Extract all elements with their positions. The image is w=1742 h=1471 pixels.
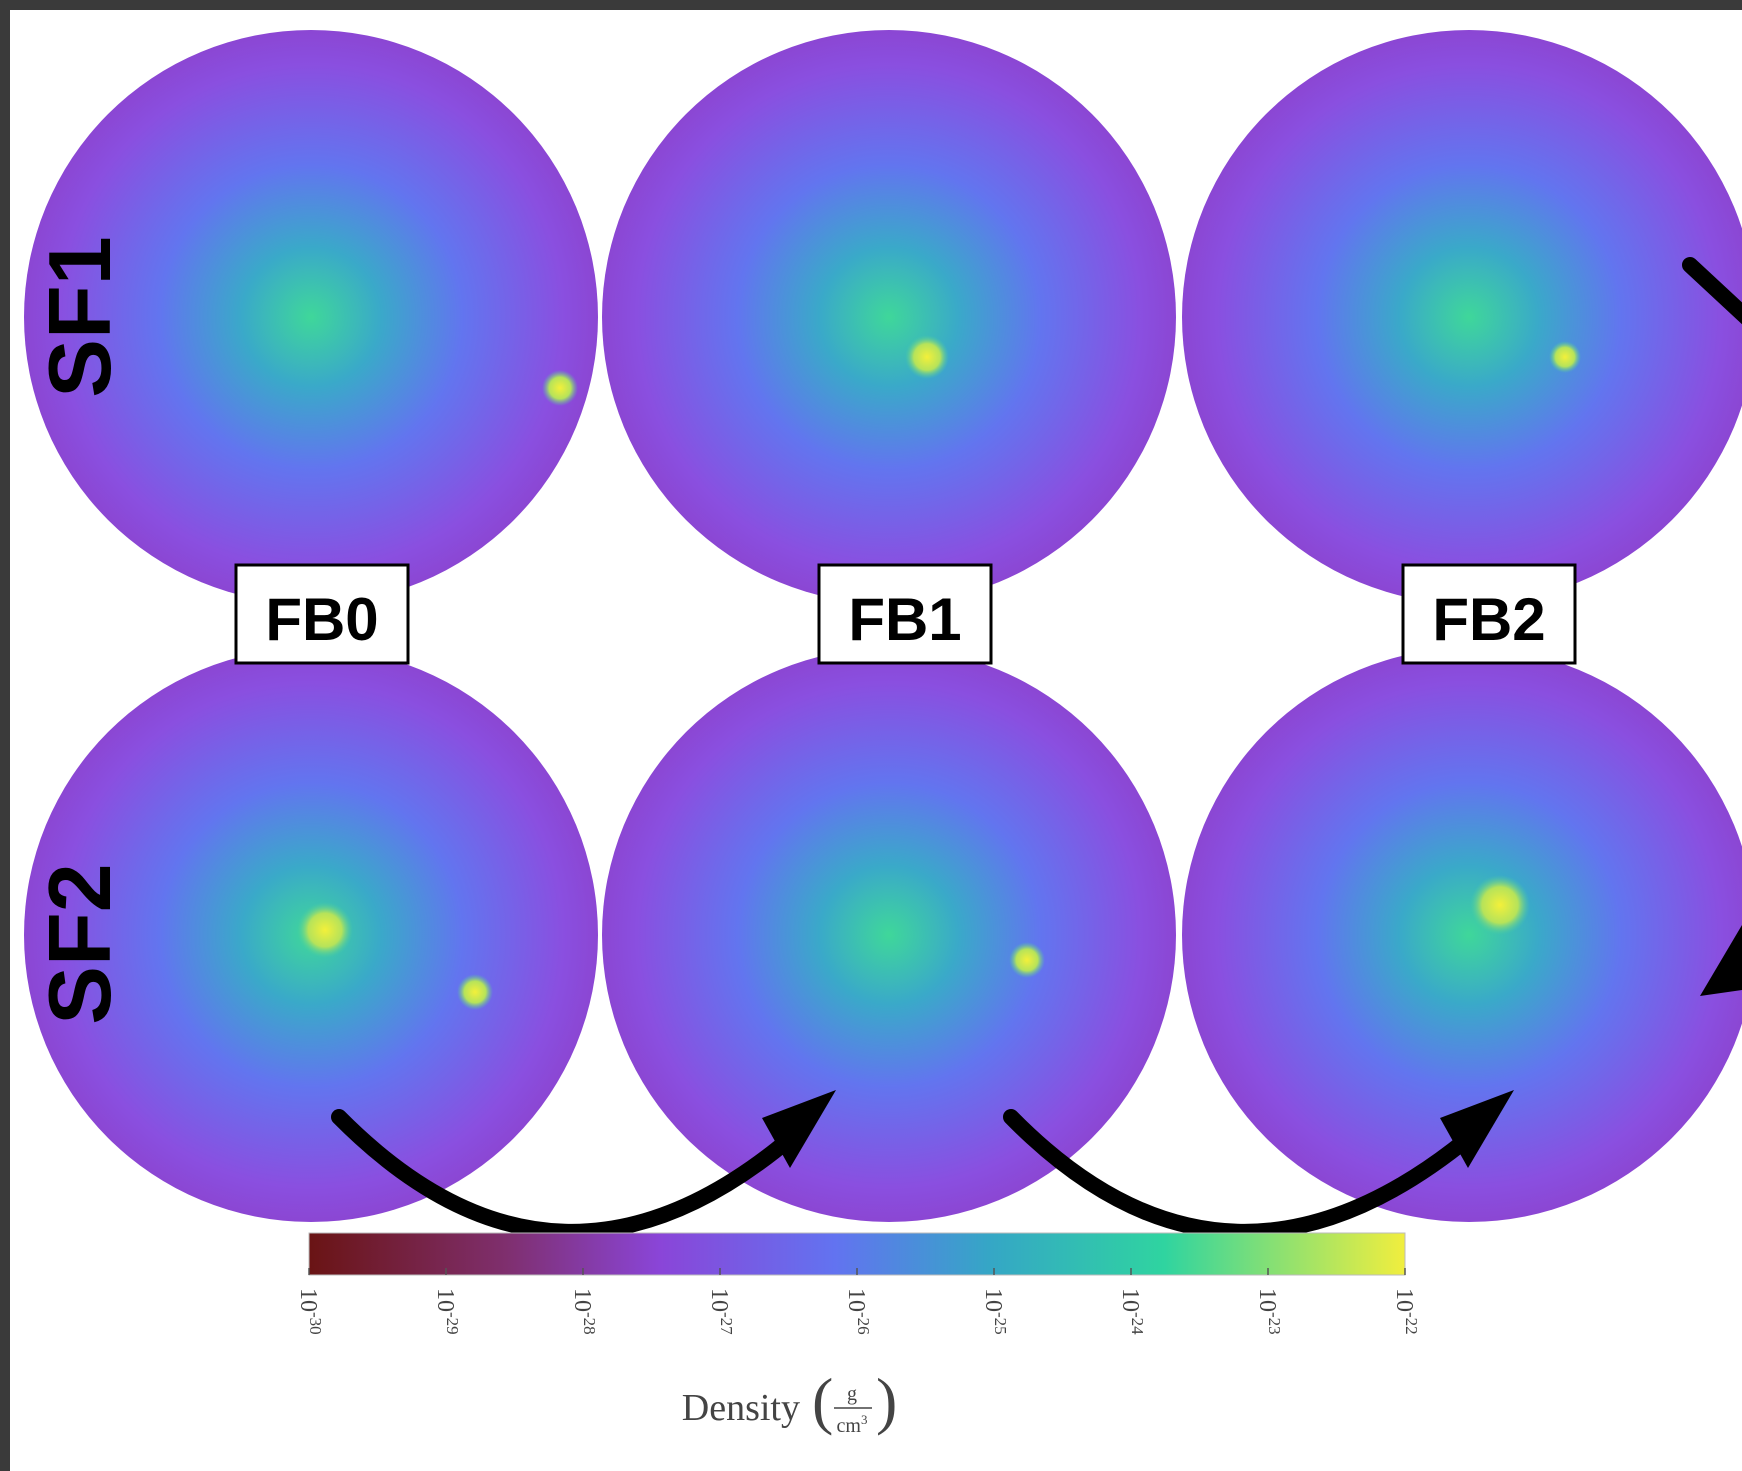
tick-base: 10 [980,1288,1006,1312]
arrowhead [762,1090,836,1168]
column-label: FB2 [1432,586,1545,653]
clump [297,902,353,958]
tick-base: 10 [843,1288,869,1312]
arrowhead [1700,925,1742,996]
tick-label: 10-22 [1391,1288,1421,1335]
tick-exponent: -27 [717,1312,736,1335]
tick-exponent: -28 [580,1312,599,1335]
arrow [331,1109,808,1240]
tick-label: 10-30 [295,1288,325,1335]
tick-base: 10 [1254,1288,1280,1312]
column-label: FB0 [265,586,378,653]
tick-label: 10-27 [706,1288,736,1335]
clump [1549,341,1581,373]
label-box [1401,563,1577,665]
tick-label: 10-25 [980,1288,1010,1335]
tick-exponent: -23 [1265,1312,1284,1335]
unit-numerator: g [847,1383,857,1405]
panel [1182,30,1742,604]
clump [905,335,949,379]
panel [602,30,1176,604]
tick-exponent: -22 [1402,1312,1421,1335]
tick-base: 10 [432,1288,458,1312]
arrow [1682,257,1742,325]
tick-exponent: -24 [1128,1312,1147,1335]
colorbar-label: Density [682,1387,800,1429]
tick-label: 10-29 [432,1288,462,1335]
arrowhead [1440,1090,1514,1168]
panel [602,648,1176,1222]
tick-exponent: -25 [991,1312,1010,1335]
tick-label: 10-26 [843,1288,873,1335]
arrowheads [762,925,1742,1168]
panels [24,30,1742,1222]
tick-base: 10 [1117,1288,1143,1312]
label-box [234,563,410,665]
tick-base: 10 [1391,1288,1417,1312]
tick-label: 10-24 [1117,1288,1147,1335]
tick-label: 10-28 [569,1288,599,1335]
row-label: SF1 [30,236,129,397]
tick-base: 10 [295,1288,321,1312]
unit-exponent: 3 [861,1412,868,1427]
tick-label: 10-23 [1254,1288,1284,1335]
clump [1009,942,1045,978]
clump [1470,875,1530,935]
unit-denominator: cm3 [837,1412,868,1437]
arrows [331,257,1742,1240]
clump [542,370,578,406]
panel [1182,648,1742,1222]
clump [457,974,493,1010]
tick-base: 10 [706,1288,732,1312]
unit-base: cm [837,1415,862,1437]
tick-exponent: -29 [443,1312,462,1335]
tick-exponent: -26 [854,1312,873,1335]
paren: ( [812,1365,833,1436]
tick-base: 10 [569,1288,595,1312]
row-label: SF2 [30,863,129,1024]
label-box [817,563,993,665]
column-label: FB1 [848,586,961,653]
tick-exponent: -30 [306,1312,325,1335]
panel [24,30,598,604]
paren: ) [876,1365,897,1436]
arrow [1003,1109,1486,1240]
